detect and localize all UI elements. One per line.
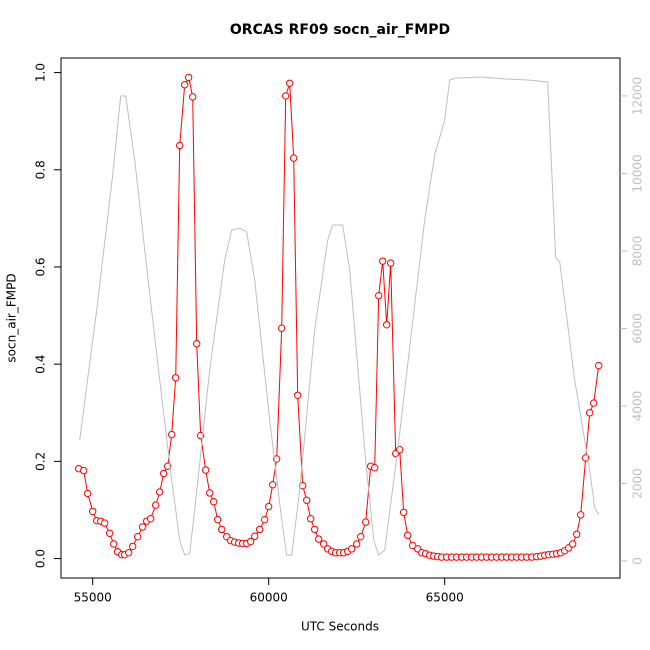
- data-point: [347, 545, 356, 553]
- chart-title: ORCAS RF09 socn_air_FMPD: [230, 22, 450, 38]
- data-point: [573, 530, 581, 538]
- data-point: [146, 515, 155, 523]
- data-point: [159, 469, 168, 478]
- data-point: [590, 399, 598, 407]
- data-point: [314, 535, 323, 543]
- y2-tick-label: 2000: [631, 468, 645, 499]
- data-point: [386, 259, 395, 267]
- data-point: [306, 515, 315, 523]
- data-point: [163, 462, 172, 470]
- data-point: [310, 525, 319, 534]
- data-point: [374, 291, 383, 300]
- x-axis-label: UTC Seconds: [301, 620, 379, 634]
- data-point: [109, 540, 118, 548]
- data-point: [303, 496, 311, 504]
- data-point: [286, 79, 294, 87]
- data-point: [151, 501, 160, 509]
- data-point: [362, 518, 370, 526]
- data-point: [255, 525, 264, 534]
- data-point: [250, 532, 259, 540]
- data-point: [269, 480, 277, 489]
- data-point: [281, 92, 290, 100]
- data-point: [293, 391, 302, 399]
- data-point: [138, 523, 147, 531]
- data-point: [260, 515, 269, 524]
- y-tick-label: 1.0: [34, 63, 48, 82]
- x-tick-label: 65000: [426, 591, 464, 605]
- data-point: [128, 542, 137, 551]
- y2-tick-label: 12000: [631, 77, 645, 115]
- y-tick-label: 0.4: [34, 355, 48, 374]
- data-point: [403, 531, 412, 539]
- data-point: [217, 525, 226, 534]
- data-point: [357, 532, 365, 541]
- data-point: [100, 519, 109, 527]
- data-point: [319, 540, 328, 548]
- y-tick-label: 0.0: [34, 549, 48, 568]
- data-point: [171, 374, 180, 382]
- data-point: [124, 549, 133, 557]
- plot-frame: [60, 57, 621, 579]
- y2-tick-label: 0: [631, 557, 645, 565]
- y2-tick-label: 6000: [631, 313, 645, 344]
- data-point: [568, 540, 577, 548]
- data-point: [277, 324, 286, 332]
- y-tick-label: 0.2: [34, 452, 48, 471]
- data-point: [105, 529, 114, 537]
- data-point: [399, 508, 408, 517]
- data-point: [289, 154, 298, 162]
- x-tick-label: 55000: [74, 591, 112, 605]
- data-point: [595, 361, 603, 370]
- data-point: [264, 502, 273, 511]
- data-point: [585, 409, 594, 417]
- data-point: [133, 532, 142, 541]
- data-point: [247, 537, 255, 546]
- data-point: [175, 141, 184, 150]
- y2-tick-label: 4000: [631, 391, 645, 422]
- data-point: [370, 463, 379, 472]
- data-point: [379, 257, 387, 265]
- data-point: [83, 489, 92, 498]
- data-point: [180, 81, 189, 89]
- data-point: [88, 507, 97, 516]
- data-point: [213, 515, 222, 524]
- data-point: [201, 466, 210, 474]
- data-point: [352, 540, 361, 548]
- data-point: [382, 321, 391, 329]
- y2-tick-label: 10000: [631, 154, 645, 192]
- y-axis-label: socn_air_FMPD: [5, 273, 19, 362]
- y-tick-label: 0.8: [34, 160, 48, 179]
- data-point: [577, 511, 585, 519]
- data-point: [298, 481, 307, 490]
- data-point: [79, 466, 88, 475]
- data-point: [205, 489, 214, 497]
- y2-tick-label: 8000: [631, 236, 645, 267]
- data-point: [193, 340, 201, 348]
- data-point: [408, 541, 417, 550]
- x-tick-label: 60000: [250, 591, 288, 605]
- data-point: [184, 73, 193, 82]
- y-tick-label: 0.6: [34, 257, 48, 276]
- series-line: [79, 76, 600, 556]
- data-point: [210, 498, 218, 506]
- data-point: [167, 430, 176, 439]
- data-point: [155, 488, 164, 496]
- data-point: [188, 93, 197, 101]
